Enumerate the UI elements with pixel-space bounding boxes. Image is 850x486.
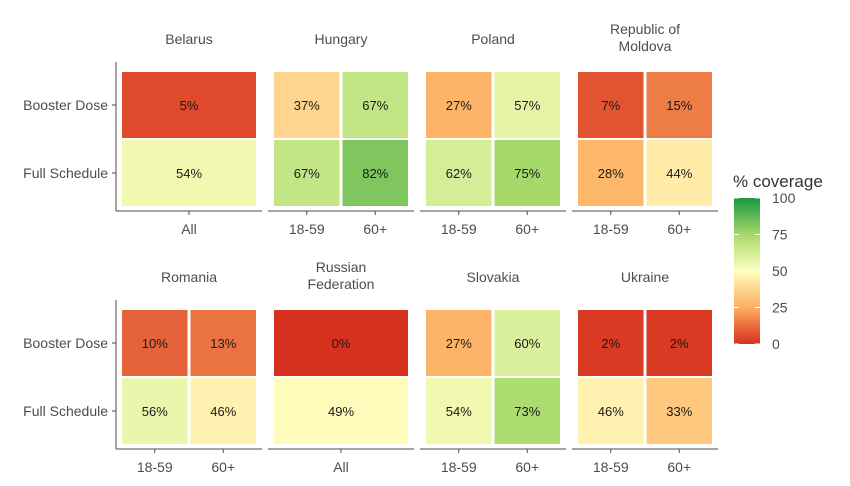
cell-label-slovakia-full-schedule-60plus: 73%	[514, 404, 540, 419]
cell-romania-booster-dose-18-59	[122, 310, 188, 376]
facet-title-republic-of-moldova: Republic of	[610, 21, 680, 37]
facet-title-russian-federation: Federation	[308, 276, 375, 292]
cell-slovakia-full-schedule-18-59	[426, 378, 492, 444]
x-tick-label-republic-of-moldova: 60+	[667, 221, 691, 237]
x-tick-label-hungary: 18-59	[289, 221, 325, 237]
cell-label-poland-full-schedule-18-59: 62%	[446, 166, 472, 181]
cell-label-romania-full-schedule-18-59: 56%	[142, 404, 168, 419]
facet-title-russian-federation: Russian	[316, 259, 367, 275]
cell-hungary-booster-dose-18-59	[274, 72, 340, 138]
cell-label-republic-of-moldova-full-schedule-18-59: 28%	[598, 166, 624, 181]
y-tick-label-booster-dose: Booster Dose	[23, 97, 108, 113]
cell-label-hungary-booster-dose-18-59: 37%	[294, 98, 320, 113]
cell-slovakia-booster-dose-60plus	[494, 310, 560, 376]
cell-label-russian-federation-booster-dose-All: 0%	[332, 336, 351, 351]
cell-hungary-full-schedule-18-59	[274, 140, 340, 206]
cell-slovakia-booster-dose-18-59	[426, 310, 492, 376]
cell-romania-booster-dose-60plus	[190, 310, 256, 376]
cell-belarus-full-schedule-All	[122, 140, 256, 206]
x-tick-label-poland: 60+	[515, 221, 539, 237]
cell-label-ukraine-full-schedule-18-59: 46%	[598, 404, 624, 419]
x-tick-label-poland: 18-59	[441, 221, 477, 237]
cell-label-romania-booster-dose-18-59: 10%	[142, 336, 168, 351]
x-tick-label-belarus: All	[181, 221, 197, 237]
cell-label-ukraine-booster-dose-18-59: 2%	[601, 336, 620, 351]
x-tick-label-russian-federation: All	[333, 459, 349, 475]
cell-label-hungary-full-schedule-60plus: 82%	[362, 166, 388, 181]
cell-poland-full-schedule-18-59	[426, 140, 492, 206]
x-tick-label-hungary: 60+	[363, 221, 387, 237]
cell-label-republic-of-moldova-booster-dose-60plus: 15%	[666, 98, 692, 113]
cell-republic-of-moldova-full-schedule-60plus	[646, 140, 712, 206]
facet-title-ukraine: Ukraine	[621, 269, 669, 285]
cell-poland-booster-dose-18-59	[426, 72, 492, 138]
legend-title: % coverage	[733, 172, 823, 191]
cell-label-poland-booster-dose-18-59: 27%	[446, 98, 472, 113]
cell-label-slovakia-booster-dose-18-59: 27%	[446, 336, 472, 351]
cell-romania-full-schedule-18-59	[122, 378, 188, 444]
cell-label-republic-of-moldova-full-schedule-60plus: 44%	[666, 166, 692, 181]
cell-label-ukraine-booster-dose-60plus: 2%	[670, 336, 689, 351]
y-tick-label-full-schedule: Full Schedule	[23, 403, 108, 419]
y-tick-label-booster-dose: Booster Dose	[23, 335, 108, 351]
facet-title-hungary: Hungary	[315, 31, 368, 47]
cell-label-belarus-booster-dose-All: 5%	[180, 98, 199, 113]
legend-tick-label-100: 100	[772, 190, 796, 206]
cell-hungary-full-schedule-60plus	[342, 140, 408, 206]
cell-label-poland-full-schedule-60plus: 75%	[514, 166, 540, 181]
facet-title-slovakia: Slovakia	[467, 269, 520, 285]
cell-poland-full-schedule-60plus	[494, 140, 560, 206]
legend-tick-label-0: 0	[772, 336, 780, 352]
y-tick-label-full-schedule: Full Schedule	[23, 165, 108, 181]
cell-label-republic-of-moldova-booster-dose-18-59: 7%	[601, 98, 620, 113]
cell-republic-of-moldova-booster-dose-60plus	[646, 72, 712, 138]
cell-label-russian-federation-full-schedule-All: 49%	[328, 404, 354, 419]
cell-label-hungary-booster-dose-60plus: 67%	[362, 98, 388, 113]
cell-label-belarus-full-schedule-All: 54%	[176, 166, 202, 181]
cell-poland-booster-dose-60plus	[494, 72, 560, 138]
facet-title-romania: Romania	[161, 269, 217, 285]
cell-republic-of-moldova-booster-dose-18-59	[578, 72, 644, 138]
cell-ukraine-booster-dose-18-59	[578, 310, 644, 376]
cell-ukraine-full-schedule-18-59	[578, 378, 644, 444]
x-tick-label-ukraine: 18-59	[593, 459, 629, 475]
cell-label-hungary-full-schedule-18-59: 67%	[294, 166, 320, 181]
cell-russian-federation-full-schedule-All	[274, 378, 408, 444]
x-tick-label-ukraine: 60+	[667, 459, 691, 475]
cell-label-slovakia-full-schedule-18-59: 54%	[446, 404, 472, 419]
cell-label-slovakia-booster-dose-60plus: 60%	[514, 336, 540, 351]
x-tick-label-slovakia: 60+	[515, 459, 539, 475]
x-tick-label-romania: 60+	[211, 459, 235, 475]
cell-romania-full-schedule-60plus	[190, 378, 256, 444]
cell-ukraine-full-schedule-60plus	[646, 378, 712, 444]
cell-republic-of-moldova-full-schedule-18-59	[578, 140, 644, 206]
cell-russian-federation-booster-dose-All	[274, 310, 408, 376]
cell-label-poland-booster-dose-60plus: 57%	[514, 98, 540, 113]
legend-tick-label-25: 25	[772, 300, 788, 316]
legend-tick-label-50: 50	[772, 263, 788, 279]
cell-label-romania-booster-dose-60plus: 13%	[210, 336, 236, 351]
x-tick-label-slovakia: 18-59	[441, 459, 477, 475]
cell-label-romania-full-schedule-60plus: 46%	[210, 404, 236, 419]
facet-title-poland: Poland	[471, 31, 515, 47]
facet-title-republic-of-moldova: Moldova	[619, 38, 672, 54]
facet-title-belarus: Belarus	[165, 31, 212, 47]
cell-label-ukraine-full-schedule-60plus: 33%	[666, 404, 692, 419]
cell-belarus-booster-dose-All	[122, 72, 256, 138]
legend-tick-label-75: 75	[772, 227, 788, 243]
cell-ukraine-booster-dose-60plus	[646, 310, 712, 376]
x-tick-label-republic-of-moldova: 18-59	[593, 221, 629, 237]
cell-hungary-booster-dose-60plus	[342, 72, 408, 138]
x-tick-label-romania: 18-59	[137, 459, 173, 475]
cell-slovakia-full-schedule-60plus	[494, 378, 560, 444]
